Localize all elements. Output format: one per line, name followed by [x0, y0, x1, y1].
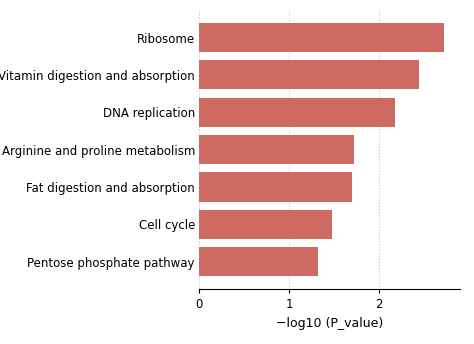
- X-axis label: −log10 (P_value): −log10 (P_value): [276, 316, 383, 330]
- Bar: [199, 210, 332, 239]
- Bar: [199, 98, 395, 127]
- Bar: [199, 247, 318, 276]
- Bar: [199, 23, 444, 52]
- Bar: [199, 60, 419, 89]
- Bar: [199, 135, 354, 164]
- Bar: [199, 172, 352, 202]
